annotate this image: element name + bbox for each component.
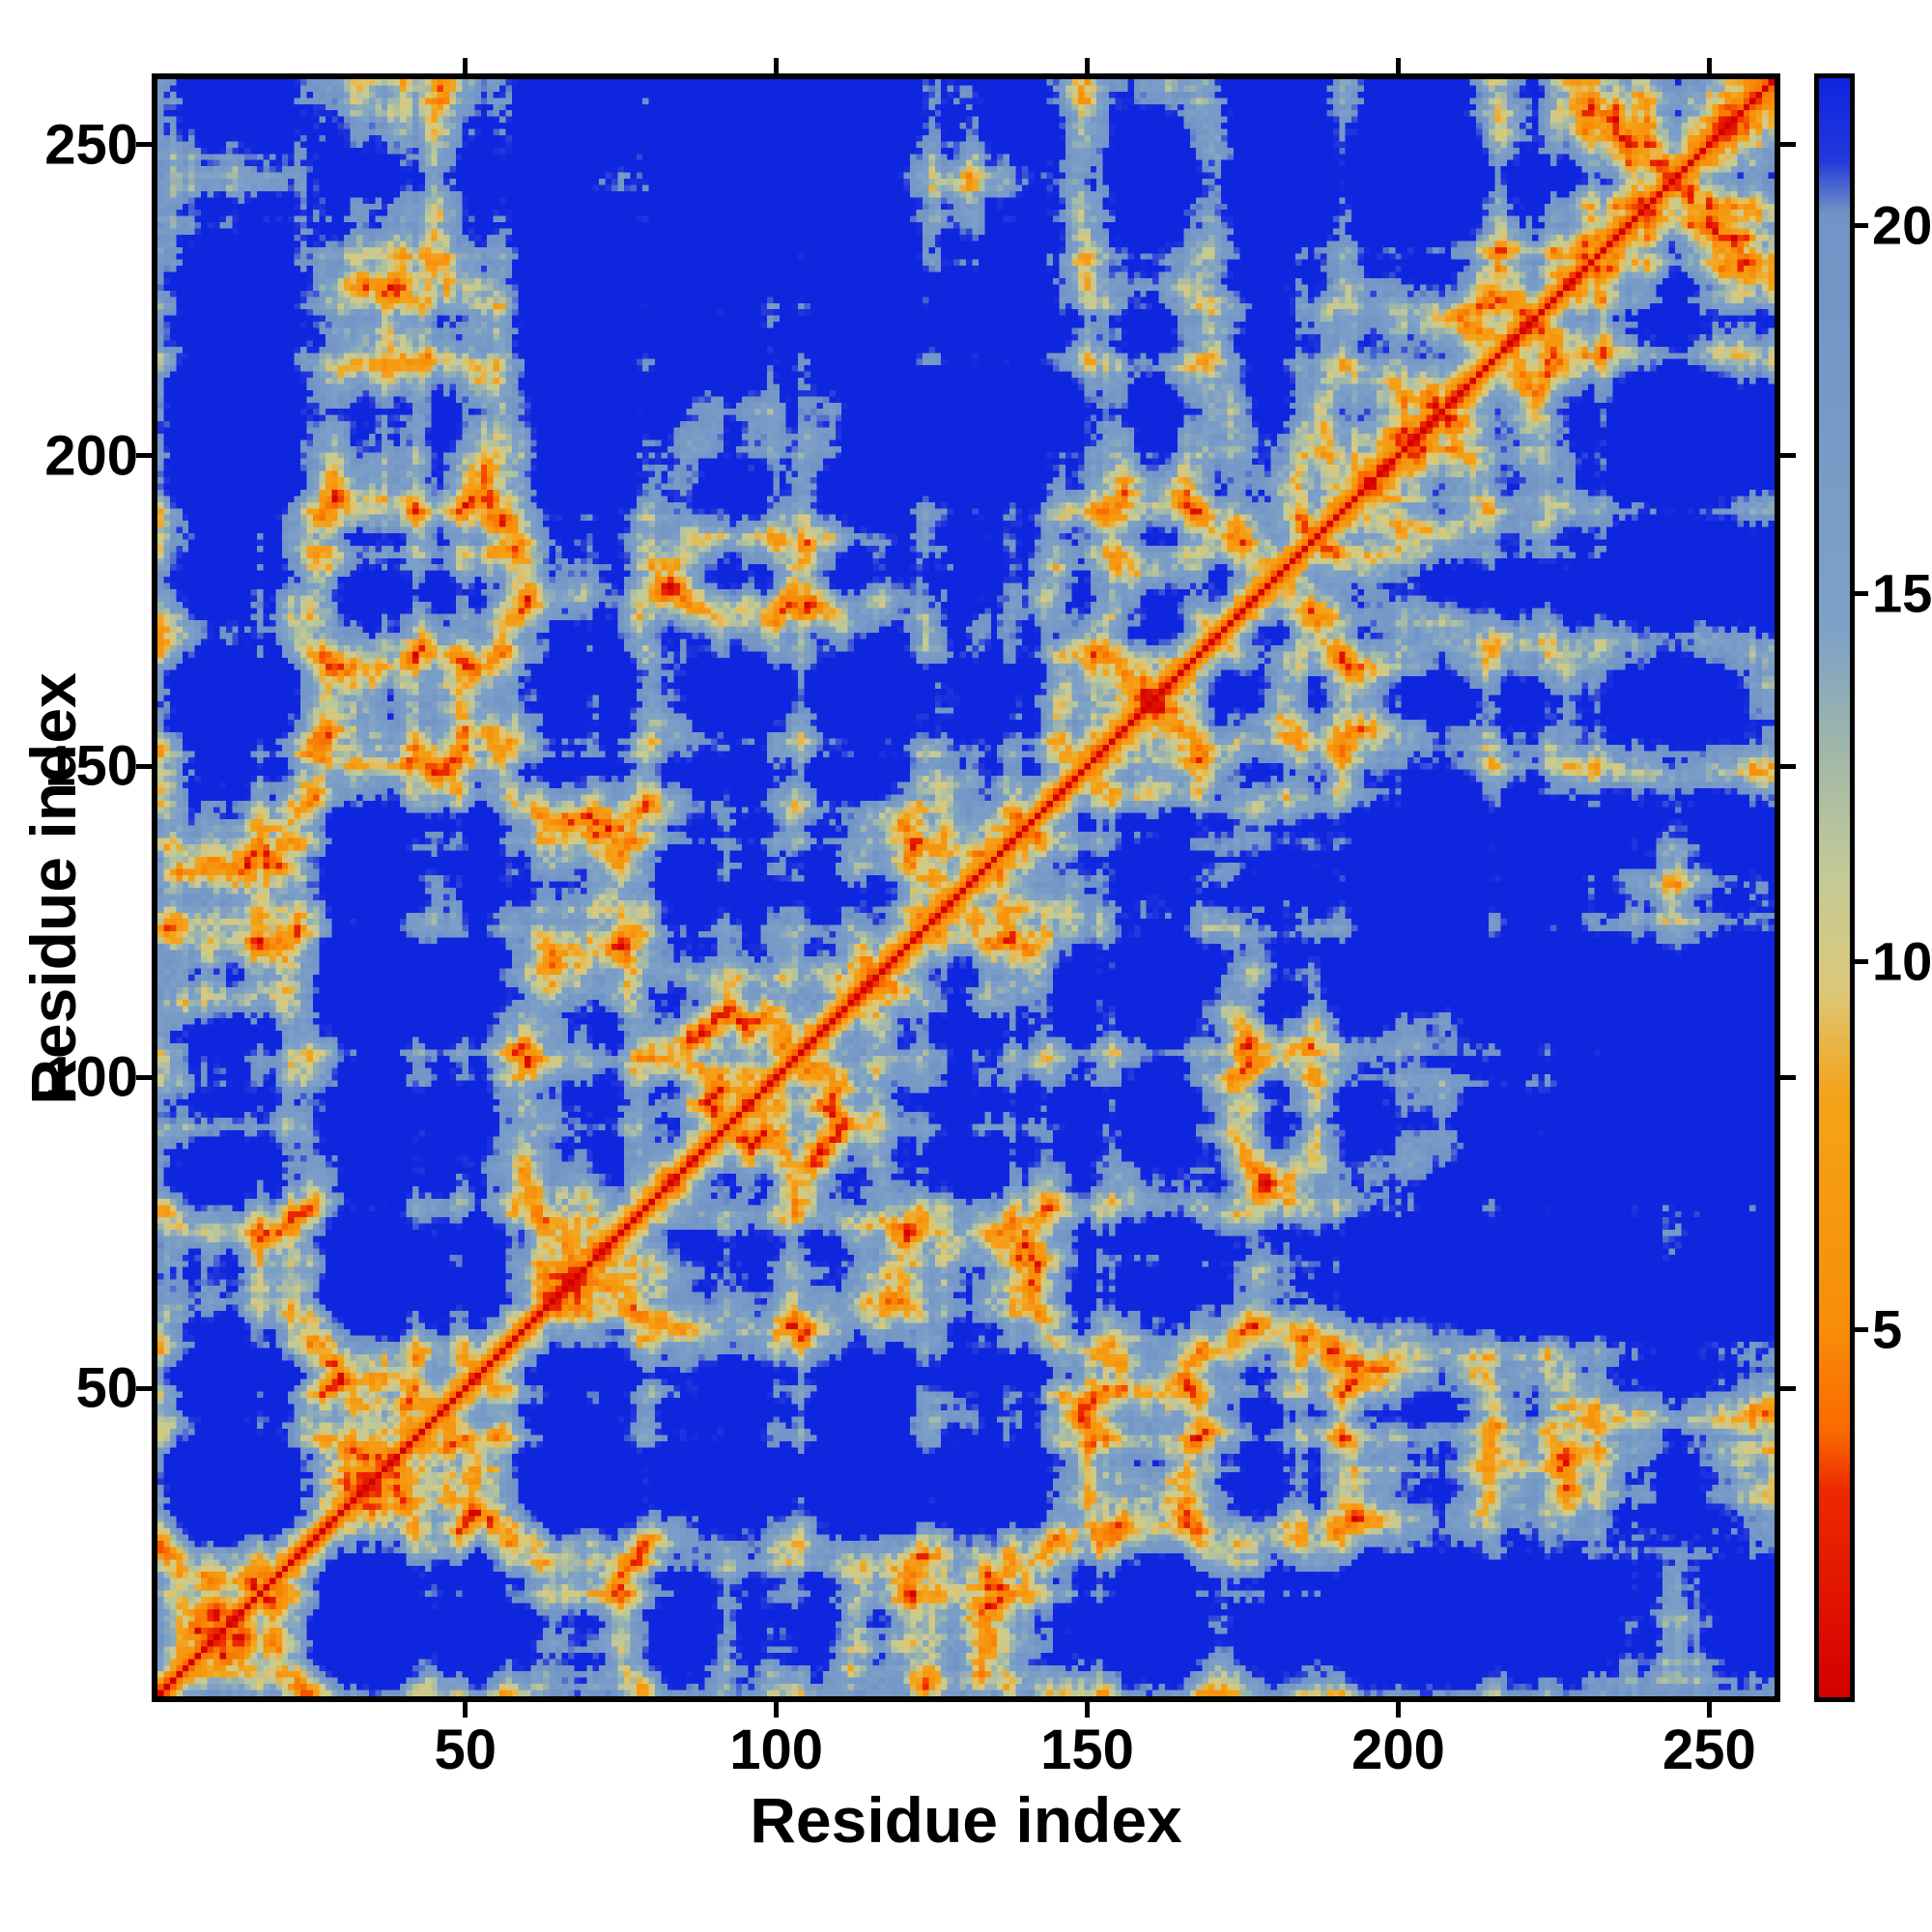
colorbar-tick-label: 15 — [1872, 562, 1932, 624]
colorbar-tick-label: 5 — [1872, 1298, 1903, 1360]
x-tick-mark — [1395, 1702, 1401, 1718]
x-tick-mark-top — [774, 58, 780, 73]
colorbar-canvas — [1819, 78, 1850, 1697]
colorbar-tick-mark — [1855, 1326, 1868, 1332]
x-tick-label: 200 — [1351, 1719, 1445, 1781]
y-tick-mark-right — [1780, 763, 1796, 769]
y-tick-mark — [136, 142, 152, 148]
y-tick-mark-right — [1780, 1385, 1796, 1391]
x-tick-label: 150 — [1040, 1719, 1134, 1781]
y-tick-mark-right — [1780, 1074, 1796, 1080]
y-tick-mark — [136, 1385, 152, 1391]
x-tick-mark-top — [463, 58, 469, 73]
y-tick-mark-right — [1780, 142, 1796, 148]
colorbar-tick-mark — [1855, 958, 1868, 964]
y-tick-label: 50 — [75, 1356, 138, 1420]
y-tick-label: 100 — [44, 1045, 138, 1109]
x-tick-mark-top — [1706, 58, 1712, 73]
y-axis-label: Residue index — [17, 672, 89, 1105]
y-tick-mark-right — [1780, 453, 1796, 459]
colorbar — [1814, 73, 1855, 1702]
x-tick-mark — [1706, 1702, 1712, 1718]
x-tick-mark — [1085, 1702, 1091, 1718]
y-tick-mark — [136, 1074, 152, 1080]
x-tick-label: 100 — [729, 1719, 824, 1781]
y-tick-mark — [136, 763, 152, 769]
colorbar-tick-label: 20 — [1872, 194, 1932, 256]
colorbar-tick-mark — [1855, 590, 1868, 596]
y-tick-mark — [136, 453, 152, 459]
y-tick-label: 200 — [44, 424, 138, 488]
x-tick-mark — [774, 1702, 780, 1718]
x-axis-label: Residue index — [750, 1784, 1182, 1856]
y-tick-label: 250 — [44, 113, 138, 177]
colorbar-tick-label: 10 — [1872, 930, 1932, 992]
x-tick-label: 50 — [434, 1719, 497, 1781]
x-tick-mark-top — [1085, 58, 1091, 73]
y-tick-label: 150 — [44, 734, 138, 798]
colorbar-tick-mark — [1855, 222, 1868, 228]
x-tick-label: 250 — [1662, 1719, 1756, 1781]
x-tick-mark — [463, 1702, 469, 1718]
heatmap-canvas — [157, 79, 1775, 1696]
heatmap-plot — [152, 73, 1780, 1702]
x-tick-mark-top — [1395, 58, 1401, 73]
